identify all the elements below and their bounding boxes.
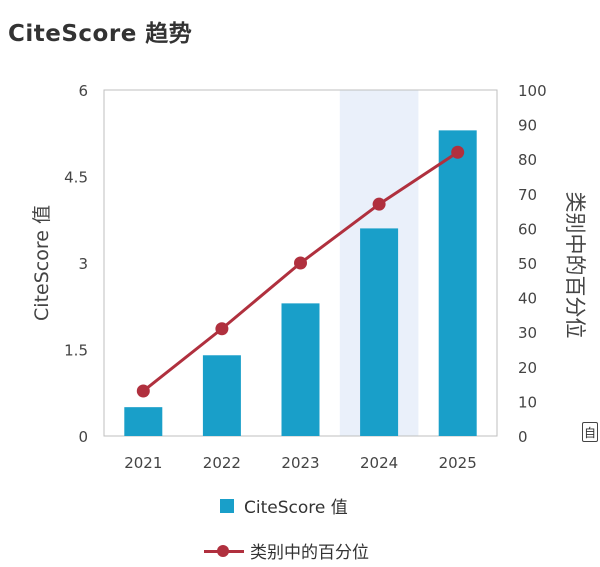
right-tick-label: 40: [518, 290, 537, 308]
legend-item-percentile[interactable]: 类别中的百分位: [204, 538, 369, 563]
x-tick-label: 2022: [203, 454, 241, 472]
left-axis-title: CiteScore 值: [31, 205, 53, 321]
chart-title: CiteScore 趋势: [8, 21, 193, 47]
percentile-point: [451, 145, 465, 159]
x-tick-label: 2023: [281, 454, 319, 472]
bar: [124, 407, 163, 436]
bar: [438, 130, 477, 436]
bar: [360, 228, 399, 436]
legend-label-citescore: CiteScore 值: [244, 498, 348, 518]
right-tick-label: 90: [518, 117, 537, 135]
percentile-point: [136, 384, 150, 398]
legend-bar-swatch: [220, 498, 234, 513]
left-tick-label: 1.5: [64, 342, 88, 360]
left-tick-label: 6: [78, 82, 88, 100]
left-tick-label: 4.5: [64, 169, 88, 187]
right-tick-label: 10: [518, 393, 537, 411]
left-tick-label: 3: [78, 255, 88, 273]
x-tick-label: 2024: [360, 454, 398, 472]
percentile-point: [215, 322, 229, 336]
right-tick-label: 70: [518, 186, 537, 204]
right-tick-label: 20: [518, 359, 537, 377]
right-tick-label: 0: [518, 428, 528, 446]
left-tick-label: 0: [78, 428, 88, 446]
right-tick-label: 50: [518, 255, 537, 273]
edge-clipped-tag: 自: [582, 422, 598, 442]
legend-item-citescore[interactable]: CiteScore 值: [220, 493, 348, 518]
right-axis-title: 类别中的百分位: [563, 192, 587, 339]
legend-line-swatch: [204, 544, 244, 558]
right-tick-label: 60: [518, 220, 537, 238]
legend-label-percentile: 类别中的百分位: [250, 543, 369, 563]
x-tick-label: 2021: [124, 454, 162, 472]
right-tick-label: 100: [518, 82, 547, 100]
right-tick-label: 80: [518, 151, 537, 169]
x-tick-label: 2025: [439, 454, 477, 472]
bar: [281, 303, 320, 436]
bar: [202, 355, 241, 436]
right-tick-label: 30: [518, 324, 537, 342]
percentile-point: [294, 256, 307, 270]
percentile-point: [372, 197, 386, 211]
